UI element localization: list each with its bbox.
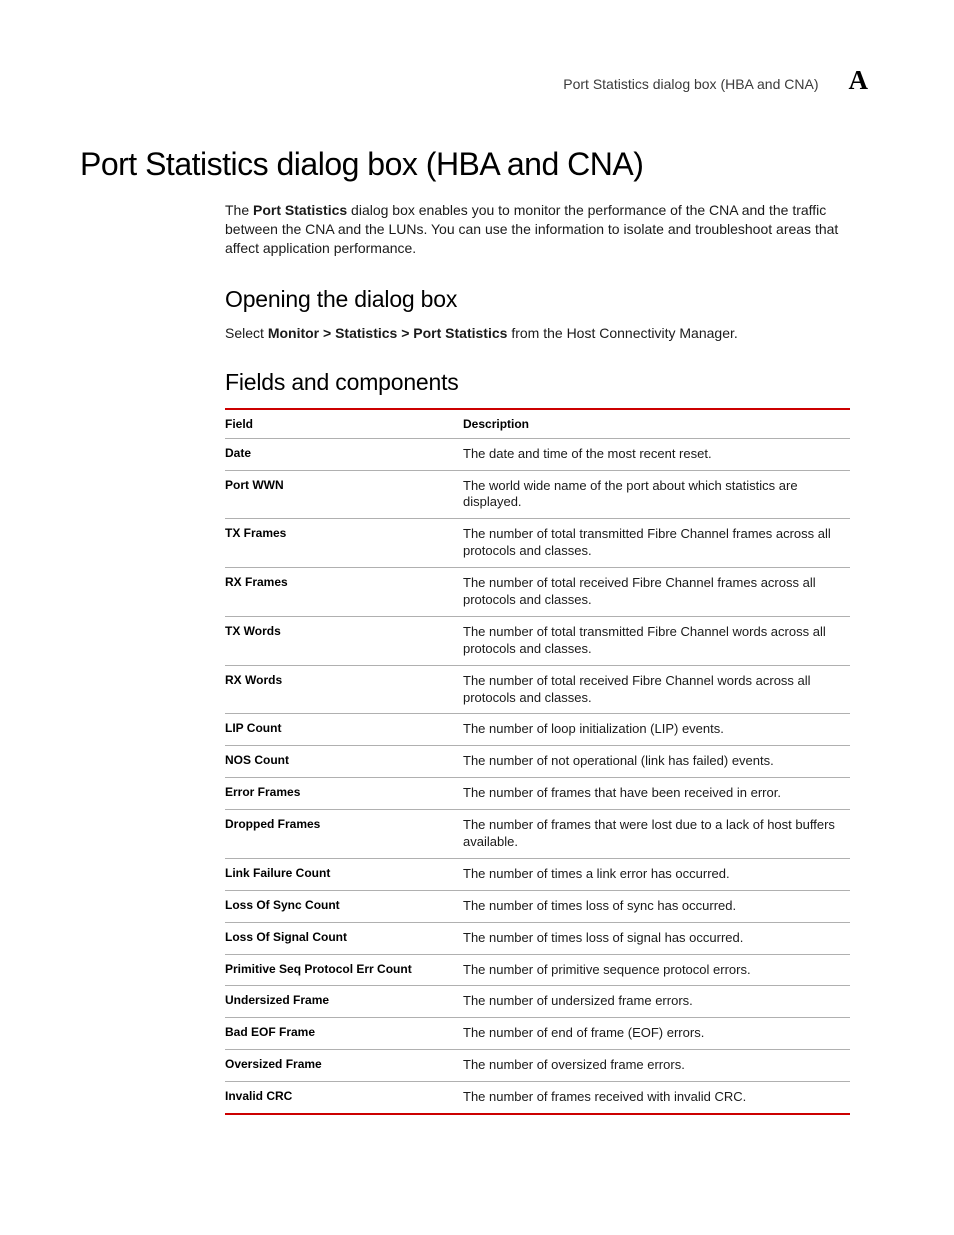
field-desc-cell: The number of total received Fibre Chann… [463, 568, 850, 617]
opening-post: from the Host Connectivity Manager. [507, 325, 737, 341]
field-name-cell: LIP Count [225, 714, 463, 746]
opening-pre: Select [225, 325, 268, 341]
field-name-cell: RX Frames [225, 568, 463, 617]
table-row: NOS CountThe number of not operational (… [225, 746, 850, 778]
field-name-cell: Link Failure Count [225, 858, 463, 890]
table-row: Primitive Seq Protocol Err CountThe numb… [225, 954, 850, 986]
fields-table: Field Description DateThe date and time … [225, 408, 850, 1115]
table-row: Link Failure CountThe number of times a … [225, 858, 850, 890]
field-desc-cell: The number of times a link error has occ… [463, 858, 850, 890]
field-name-cell: Date [225, 438, 463, 470]
page-title: Port Statistics dialog box (HBA and CNA) [80, 146, 874, 183]
field-desc-cell: The number of frames received with inval… [463, 1082, 850, 1114]
col-field: Field [225, 409, 463, 439]
fields-heading: Fields and components [225, 369, 874, 396]
intro-bold: Port Statistics [253, 202, 347, 218]
field-desc-cell: The number of total transmitted Fibre Ch… [463, 519, 850, 568]
table-row: DateThe date and time of the most recent… [225, 438, 850, 470]
running-header: Port Statistics dialog box (HBA and CNA)… [80, 65, 874, 96]
field-name-cell: Invalid CRC [225, 1082, 463, 1114]
field-name-cell: Oversized Frame [225, 1050, 463, 1082]
opening-heading: Opening the dialog box [225, 286, 874, 313]
table-row: RX FramesThe number of total received Fi… [225, 568, 850, 617]
table-row: Loss Of Sync CountThe number of times lo… [225, 890, 850, 922]
field-name-cell: Loss Of Sync Count [225, 890, 463, 922]
appendix-letter: A [849, 65, 869, 96]
col-description: Description [463, 409, 850, 439]
field-desc-cell: The number of primitive sequence protoco… [463, 954, 850, 986]
table-row: Dropped FramesThe number of frames that … [225, 810, 850, 859]
field-desc-cell: The number of undersized frame errors. [463, 986, 850, 1018]
table-row: TX WordsThe number of total transmitted … [225, 616, 850, 665]
field-name-cell: Loss Of Signal Count [225, 922, 463, 954]
field-name-cell: NOS Count [225, 746, 463, 778]
table-row: Oversized FrameThe number of oversized f… [225, 1050, 850, 1082]
field-desc-cell: The number of not operational (link has … [463, 746, 850, 778]
field-name-cell: Primitive Seq Protocol Err Count [225, 954, 463, 986]
table-row: RX WordsThe number of total received Fib… [225, 665, 850, 714]
table-row: LIP CountThe number of loop initializati… [225, 714, 850, 746]
table-row: Invalid CRCThe number of frames received… [225, 1082, 850, 1114]
field-name-cell: RX Words [225, 665, 463, 714]
intro-pre: The [225, 202, 253, 218]
field-name-cell: Port WWN [225, 470, 463, 519]
table-row: Error FramesThe number of frames that ha… [225, 778, 850, 810]
field-desc-cell: The number of loop initialization (LIP) … [463, 714, 850, 746]
field-name-cell: Bad EOF Frame [225, 1018, 463, 1050]
field-desc-cell: The date and time of the most recent res… [463, 438, 850, 470]
field-desc-cell: The number of frames that have been rece… [463, 778, 850, 810]
field-name-cell: Undersized Frame [225, 986, 463, 1018]
table-row: Port WWNThe world wide name of the port … [225, 470, 850, 519]
table-body: DateThe date and time of the most recent… [225, 438, 850, 1114]
field-desc-cell: The world wide name of the port about wh… [463, 470, 850, 519]
field-desc-cell: The number of total received Fibre Chann… [463, 665, 850, 714]
table-row: Undersized FrameThe number of undersized… [225, 986, 850, 1018]
field-name-cell: Error Frames [225, 778, 463, 810]
opening-step: Select Monitor > Statistics > Port Stati… [225, 325, 874, 341]
field-desc-cell: The number of end of frame (EOF) errors. [463, 1018, 850, 1050]
field-name-cell: TX Words [225, 616, 463, 665]
table-header-row: Field Description [225, 409, 850, 439]
field-desc-cell: The number of frames that were lost due … [463, 810, 850, 859]
opening-menu-path: Monitor > Statistics > Port Statistics [268, 325, 508, 341]
field-name-cell: TX Frames [225, 519, 463, 568]
field-desc-cell: The number of times loss of sync has occ… [463, 890, 850, 922]
field-desc-cell: The number of total transmitted Fibre Ch… [463, 616, 850, 665]
table-row: Bad EOF FrameThe number of end of frame … [225, 1018, 850, 1050]
field-name-cell: Dropped Frames [225, 810, 463, 859]
content-body: The Port Statistics dialog box enables y… [225, 201, 874, 1115]
field-desc-cell: The number of times loss of signal has o… [463, 922, 850, 954]
page: Port Statistics dialog box (HBA and CNA)… [0, 0, 954, 1235]
intro-paragraph: The Port Statistics dialog box enables y… [225, 201, 874, 258]
field-desc-cell: The number of oversized frame errors. [463, 1050, 850, 1082]
table-row: TX FramesThe number of total transmitted… [225, 519, 850, 568]
running-title: Port Statistics dialog box (HBA and CNA) [563, 76, 818, 92]
table-row: Loss Of Signal CountThe number of times … [225, 922, 850, 954]
